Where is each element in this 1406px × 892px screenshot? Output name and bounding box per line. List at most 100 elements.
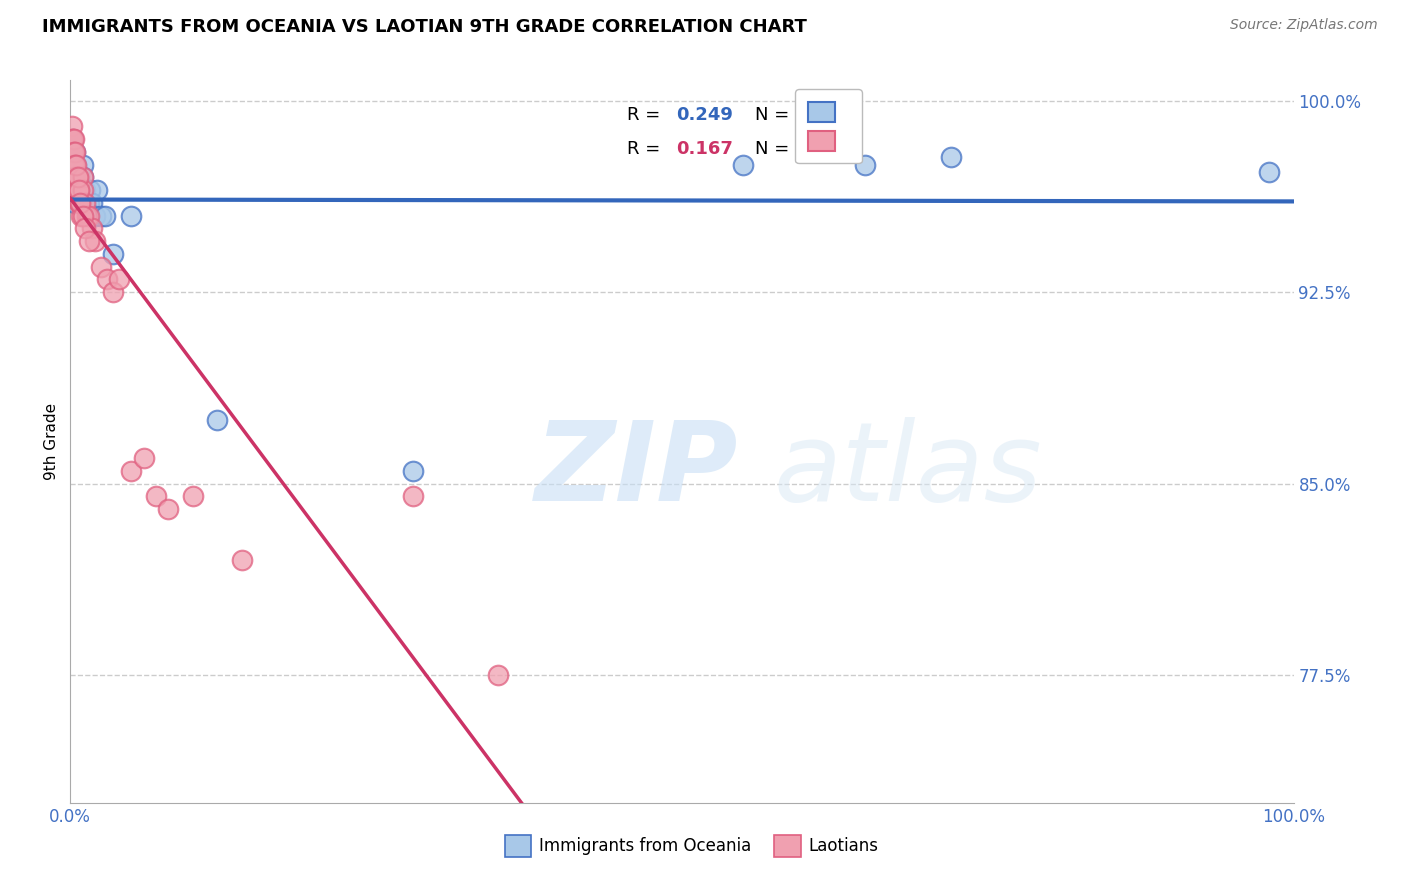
Point (63, 157, 86, 171)
Text: Source: ZipAtlas.com: Source: ZipAtlas.com (1230, 18, 1378, 32)
Point (96, 272, 118, 286)
Point (62, 132, 84, 146)
Point (62, 145, 84, 159)
Point (90, 209, 112, 223)
Point (72, 183, 94, 197)
Point (62, 157, 84, 171)
Text: Immigrants from Oceania: Immigrants from Oceania (538, 838, 751, 855)
Point (76, 209, 98, 223)
Point (73, 221, 96, 235)
Point (83, 209, 105, 223)
Point (402, 464, 425, 478)
Text: IMMIGRANTS FROM OCEANIA VS LAOTIAN 9TH GRADE CORRELATION CHART: IMMIGRANTS FROM OCEANIA VS LAOTIAN 9TH G… (42, 18, 807, 36)
Point (72, 157, 94, 171)
Point (65, 170, 87, 185)
Point (77, 209, 100, 223)
Legend: , : , (796, 89, 862, 163)
Point (63, 157, 86, 171)
Point (82, 221, 104, 235)
Point (83, 234, 105, 248)
Point (60, 120, 83, 134)
Point (72, 170, 94, 185)
Point (63, 170, 86, 185)
Point (69, 195, 91, 210)
Point (1258, 165, 1281, 179)
Point (855, 157, 877, 171)
Text: N =: N = (755, 139, 796, 158)
Point (93, 209, 115, 223)
Point (132, 451, 155, 466)
Point (108, 272, 131, 286)
Point (101, 285, 124, 300)
Point (67, 183, 90, 197)
Point (67, 195, 90, 210)
Point (67, 170, 90, 185)
Point (67, 183, 90, 197)
Point (939, 150, 962, 164)
Point (86, 183, 108, 197)
Point (66, 170, 89, 185)
Point (733, 157, 755, 171)
Point (70, 209, 93, 223)
Point (63, 183, 86, 197)
Text: 37: 37 (804, 105, 830, 124)
Text: N =: N = (755, 105, 796, 124)
Point (77, 234, 100, 248)
Point (231, 553, 253, 567)
Point (63, 170, 86, 185)
Point (121, 209, 143, 223)
Point (101, 247, 124, 261)
Point (62, 132, 84, 146)
Point (65, 183, 87, 197)
Point (73, 183, 96, 197)
Text: 0.249: 0.249 (676, 105, 733, 124)
Point (69, 195, 91, 210)
Text: R =: R = (627, 105, 666, 124)
FancyBboxPatch shape (505, 835, 531, 857)
Text: 45: 45 (804, 139, 830, 158)
Point (72, 170, 94, 185)
FancyBboxPatch shape (773, 835, 800, 857)
Text: atlas: atlas (773, 417, 1042, 524)
Point (69, 183, 91, 197)
Point (67, 183, 90, 197)
Point (60, 132, 83, 146)
Point (72, 209, 94, 223)
Text: R =: R = (627, 139, 666, 158)
Point (66, 183, 89, 197)
Text: 0.167: 0.167 (676, 139, 733, 158)
Point (63, 157, 86, 171)
Point (72, 183, 94, 197)
Point (63, 145, 86, 159)
Point (157, 502, 180, 516)
Point (63, 145, 86, 159)
Point (402, 490, 425, 504)
Y-axis label: 9th Grade: 9th Grade (44, 403, 59, 480)
Point (75, 195, 97, 210)
Point (90, 260, 112, 274)
Point (66, 170, 89, 185)
Text: Laotians: Laotians (808, 838, 877, 855)
Point (65, 157, 87, 171)
Point (181, 490, 204, 504)
Point (62, 145, 84, 159)
Point (121, 464, 143, 478)
Point (205, 413, 228, 427)
Point (73, 195, 96, 210)
Point (488, 668, 510, 682)
Point (65, 157, 87, 171)
Point (79, 183, 101, 197)
Point (66, 183, 89, 197)
Point (69, 195, 91, 210)
Point (63, 157, 86, 171)
Point (145, 490, 167, 504)
Point (63, 195, 86, 210)
Point (77, 195, 100, 210)
Point (63, 145, 86, 159)
Point (65, 170, 87, 185)
Point (66, 170, 89, 185)
Point (70, 195, 93, 210)
Point (82, 195, 104, 210)
Point (63, 132, 86, 146)
Text: ZIP: ZIP (536, 417, 738, 524)
